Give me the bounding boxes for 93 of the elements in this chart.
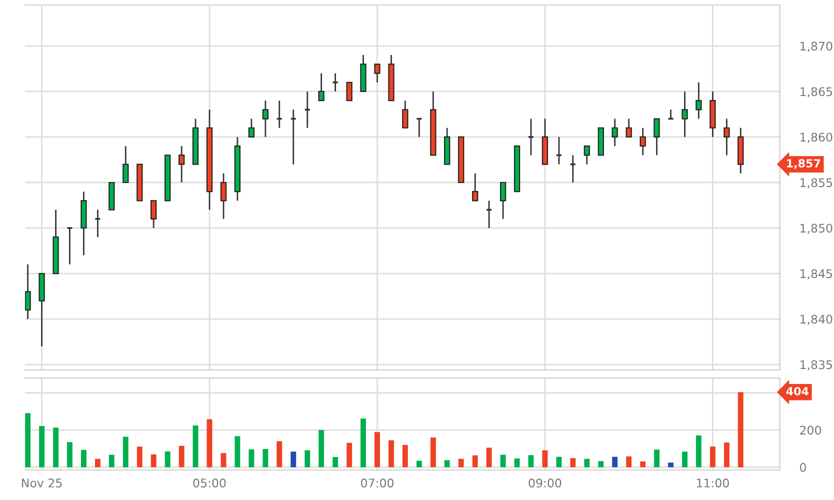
candlestick xyxy=(122,145,129,184)
y-tick-label: 1,850 xyxy=(800,224,832,234)
bar xyxy=(206,419,212,468)
candlestick xyxy=(402,100,408,129)
bar xyxy=(262,449,268,468)
bar xyxy=(346,442,352,468)
bar xyxy=(738,392,744,468)
y-tick-label: 1,835 xyxy=(800,360,832,370)
bar xyxy=(500,454,506,468)
bar xyxy=(640,461,646,468)
bar xyxy=(584,458,590,468)
candlestick xyxy=(528,118,534,156)
bar xyxy=(668,462,674,468)
y-tick-label: 1,870 xyxy=(800,42,832,52)
x-tick-label: 09:00 xyxy=(528,478,562,488)
bar xyxy=(81,450,86,468)
x-tick-label: Nov 25 xyxy=(22,478,62,488)
candlestick xyxy=(248,118,255,138)
y-tick-label: 1,840 xyxy=(800,314,832,325)
bar xyxy=(682,452,688,468)
candlestick xyxy=(584,145,590,165)
bar xyxy=(626,456,632,468)
candlestick xyxy=(178,145,185,184)
candlestick xyxy=(220,172,227,220)
bar xyxy=(458,458,464,468)
candlestick xyxy=(626,118,632,138)
bar xyxy=(290,452,296,468)
bar xyxy=(724,442,730,468)
bar xyxy=(178,446,184,468)
bar xyxy=(416,460,422,468)
candlestick xyxy=(696,82,702,120)
bar xyxy=(53,428,59,468)
bar xyxy=(374,432,380,468)
candlestick xyxy=(472,172,478,202)
candlestick xyxy=(318,72,324,102)
bar xyxy=(220,453,226,468)
bar xyxy=(66,442,72,468)
bar xyxy=(234,436,240,468)
bar xyxy=(612,456,618,468)
bar xyxy=(444,460,450,468)
candlestick xyxy=(640,127,646,156)
bar xyxy=(108,454,114,468)
y-tick-label: 200 xyxy=(800,426,821,435)
bar xyxy=(318,430,324,468)
candlestick xyxy=(346,82,352,102)
y-tick-label: 1,860 xyxy=(800,132,832,143)
candlestick xyxy=(682,90,688,138)
candlestick xyxy=(150,200,157,229)
y-tick-label: 0 xyxy=(800,462,806,472)
bar xyxy=(192,425,198,468)
x-tick-label: 11:00 xyxy=(696,478,729,488)
bar xyxy=(542,450,548,468)
bar xyxy=(710,446,716,468)
candlestick xyxy=(94,209,102,238)
bar xyxy=(654,450,660,468)
bar xyxy=(486,448,492,468)
y-tick-label: 1,855 xyxy=(800,178,832,188)
candlestick xyxy=(374,63,380,84)
bar xyxy=(360,418,366,468)
bar xyxy=(248,449,254,468)
bar xyxy=(402,444,408,468)
bar xyxy=(528,455,534,468)
candlestick xyxy=(262,100,269,138)
x-tick-label: 05:00 xyxy=(193,478,226,488)
candlestick xyxy=(612,118,618,147)
bar xyxy=(276,441,282,468)
bar xyxy=(304,450,310,468)
candlestick xyxy=(500,182,506,220)
text: 1,857 xyxy=(787,159,820,169)
bar xyxy=(388,440,394,468)
y-tick-label: 1,865 xyxy=(800,87,832,98)
x-tick-label: 07:00 xyxy=(361,478,394,488)
candlestick xyxy=(724,118,730,156)
bar xyxy=(332,456,338,468)
bar xyxy=(570,458,576,468)
bar xyxy=(150,454,156,468)
bar xyxy=(472,455,478,468)
bar xyxy=(25,413,31,468)
bar xyxy=(164,451,170,468)
bar xyxy=(39,426,45,468)
text: 404 xyxy=(786,386,809,396)
bar xyxy=(122,436,128,468)
candlestick xyxy=(332,72,339,92)
bar xyxy=(136,446,142,468)
candlestick xyxy=(654,118,660,156)
candlestick xyxy=(25,264,31,320)
y-tick-label: 1,845 xyxy=(800,269,832,280)
bar xyxy=(696,435,702,468)
bar xyxy=(598,461,604,468)
bar xyxy=(95,458,100,468)
candlestick xyxy=(66,227,74,266)
bar xyxy=(430,437,436,468)
bar xyxy=(514,458,520,468)
